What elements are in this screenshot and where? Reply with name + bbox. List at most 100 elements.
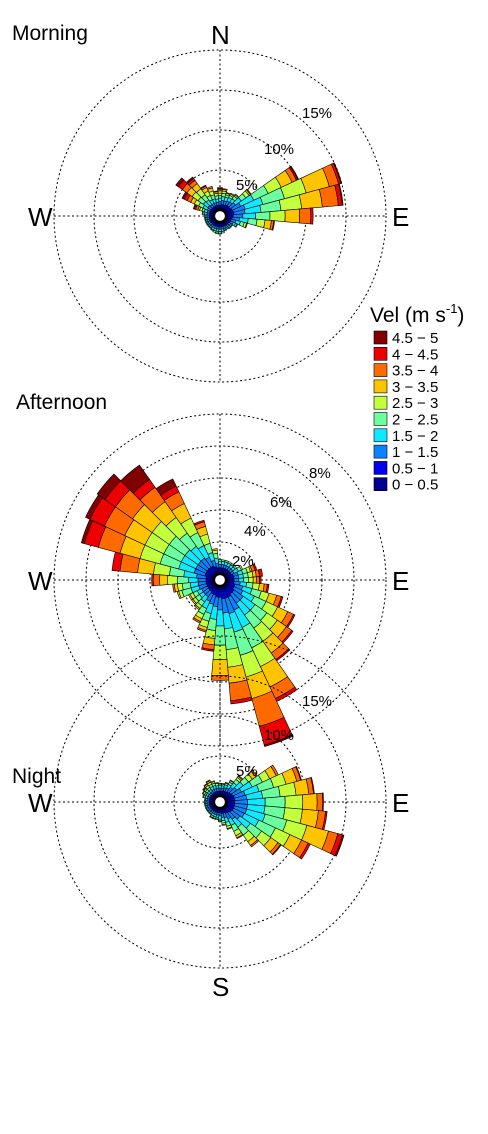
sector-bar: [155, 478, 177, 496]
sector-bar: [218, 782, 222, 785]
sector-bar: [193, 604, 201, 611]
legend-label: 0 − 0.5: [392, 477, 438, 494]
center-hub: [212, 794, 228, 810]
sector-bar: [217, 559, 223, 562]
legend-swatch: [373, 412, 388, 426]
sector-bar: [209, 815, 214, 819]
ring-label: 8%: [309, 465, 331, 482]
sector-bar: [250, 839, 260, 848]
sector-bar: [263, 734, 294, 747]
panel-title: Night: [12, 765, 61, 788]
ring-label: 5%: [236, 763, 258, 780]
sector-bars: [175, 162, 344, 235]
sector-bar: [212, 644, 228, 660]
ring-label: 10%: [264, 727, 294, 744]
sector-bar: [196, 627, 207, 633]
legend-label: 3.5 − 4: [392, 363, 438, 380]
legend-label: 0.5 − 1: [392, 460, 438, 477]
sector-bar: [217, 195, 223, 199]
sector-bar: [214, 782, 219, 785]
sector-bar: [230, 696, 253, 705]
sector-bar: [334, 834, 345, 857]
sector-bar: [244, 222, 248, 229]
sector-bar: [338, 183, 344, 206]
compass-north: N: [211, 20, 230, 50]
sector-bar: [302, 793, 318, 811]
legend-label: 1 − 1.5: [392, 444, 438, 461]
legend-swatch: [373, 395, 388, 410]
legend-swatch: [373, 477, 388, 492]
sector-bar: [269, 209, 286, 223]
sector-bar: [201, 647, 215, 652]
sector-bar: [247, 218, 258, 226]
compass-west: W: [28, 566, 53, 596]
sector-bar: [214, 818, 219, 821]
sector-bar: [185, 176, 195, 184]
legend-swatch: [373, 444, 388, 459]
sector-bar: [226, 826, 233, 830]
legend-label: 3 − 3.5: [392, 379, 438, 396]
grid-ring: [53, 413, 387, 747]
sector-bar: [217, 190, 223, 194]
legend-item: 3.5 − 4: [373, 363, 438, 380]
sector-bar: [255, 218, 266, 229]
legend-label: 2 − 2.5: [392, 412, 438, 429]
ring-label: 5%: [236, 177, 258, 194]
sector-bars: [201, 764, 345, 860]
sector-bar: [201, 210, 204, 215]
sector-bar: [243, 577, 249, 583]
sector-bar: [206, 185, 213, 190]
compass-west: W: [28, 202, 53, 232]
sector-bar: [271, 220, 275, 231]
ring-label: 6%: [270, 494, 292, 511]
sector-bar: [298, 207, 312, 225]
grid-ring: [53, 49, 387, 383]
compass-south: S: [212, 972, 229, 1002]
sector-bars: [80, 464, 298, 747]
sector-bar: [333, 162, 343, 184]
sector-bar: [214, 232, 219, 235]
sector-bar: [221, 823, 227, 826]
legend-label: 4 − 4.5: [392, 346, 438, 363]
sector-bar: [234, 223, 239, 228]
center-hub: [212, 208, 228, 224]
sector-bar: [204, 800, 206, 804]
compass-east: E: [392, 788, 409, 818]
sector-bar: [210, 228, 214, 232]
sector-bar: [236, 834, 244, 840]
grid-ring: [93, 89, 347, 343]
sector-bar: [228, 226, 232, 230]
sector-bar: [284, 794, 304, 810]
legend-item: 1 − 1.5: [373, 444, 438, 461]
sector-bar: [222, 188, 228, 191]
legend-label: 2.5 − 3: [392, 395, 438, 412]
legend-label: 1.5 − 2: [392, 428, 438, 445]
sector-bar: [159, 574, 169, 586]
sector-bar: [316, 792, 324, 812]
legend-item: 4 − 4.5: [373, 346, 438, 363]
legend-label: 4.5 − 5: [392, 330, 438, 347]
legend-swatch: [373, 379, 388, 394]
legend-item: 1.5 − 2: [373, 428, 438, 445]
sector-bar: [252, 576, 257, 584]
sector-bar: [96, 473, 122, 500]
sector-bar: [205, 779, 211, 784]
ring-label: 10%: [264, 141, 294, 158]
compass-east: E: [392, 566, 409, 596]
legend-swatch: [373, 363, 388, 377]
legend-item: 4.5 − 5: [373, 330, 438, 347]
sector-bar: [218, 232, 222, 235]
sector-bar: [299, 842, 311, 860]
sector-bar: [257, 568, 263, 577]
panel-title: Afternoon: [16, 391, 107, 414]
sector-bar: [213, 190, 219, 193]
sector-bar: [192, 617, 201, 624]
wind-rose-morning: Morning 5% 10% 15% W E N: [12, 20, 409, 383]
sector-bar: [221, 782, 226, 785]
velocity-legend: Vel (m s-1) 4.5 − 54 − 4.53.5 − 43 − 3.5…: [370, 301, 464, 494]
legend-swatch: [373, 461, 388, 475]
sector-bar: [212, 229, 217, 233]
legend-swatch: [373, 330, 388, 345]
ring-label: 2%: [232, 553, 254, 570]
wind-rose-night: Night 5% 10% 15% W E S: [12, 635, 409, 1002]
